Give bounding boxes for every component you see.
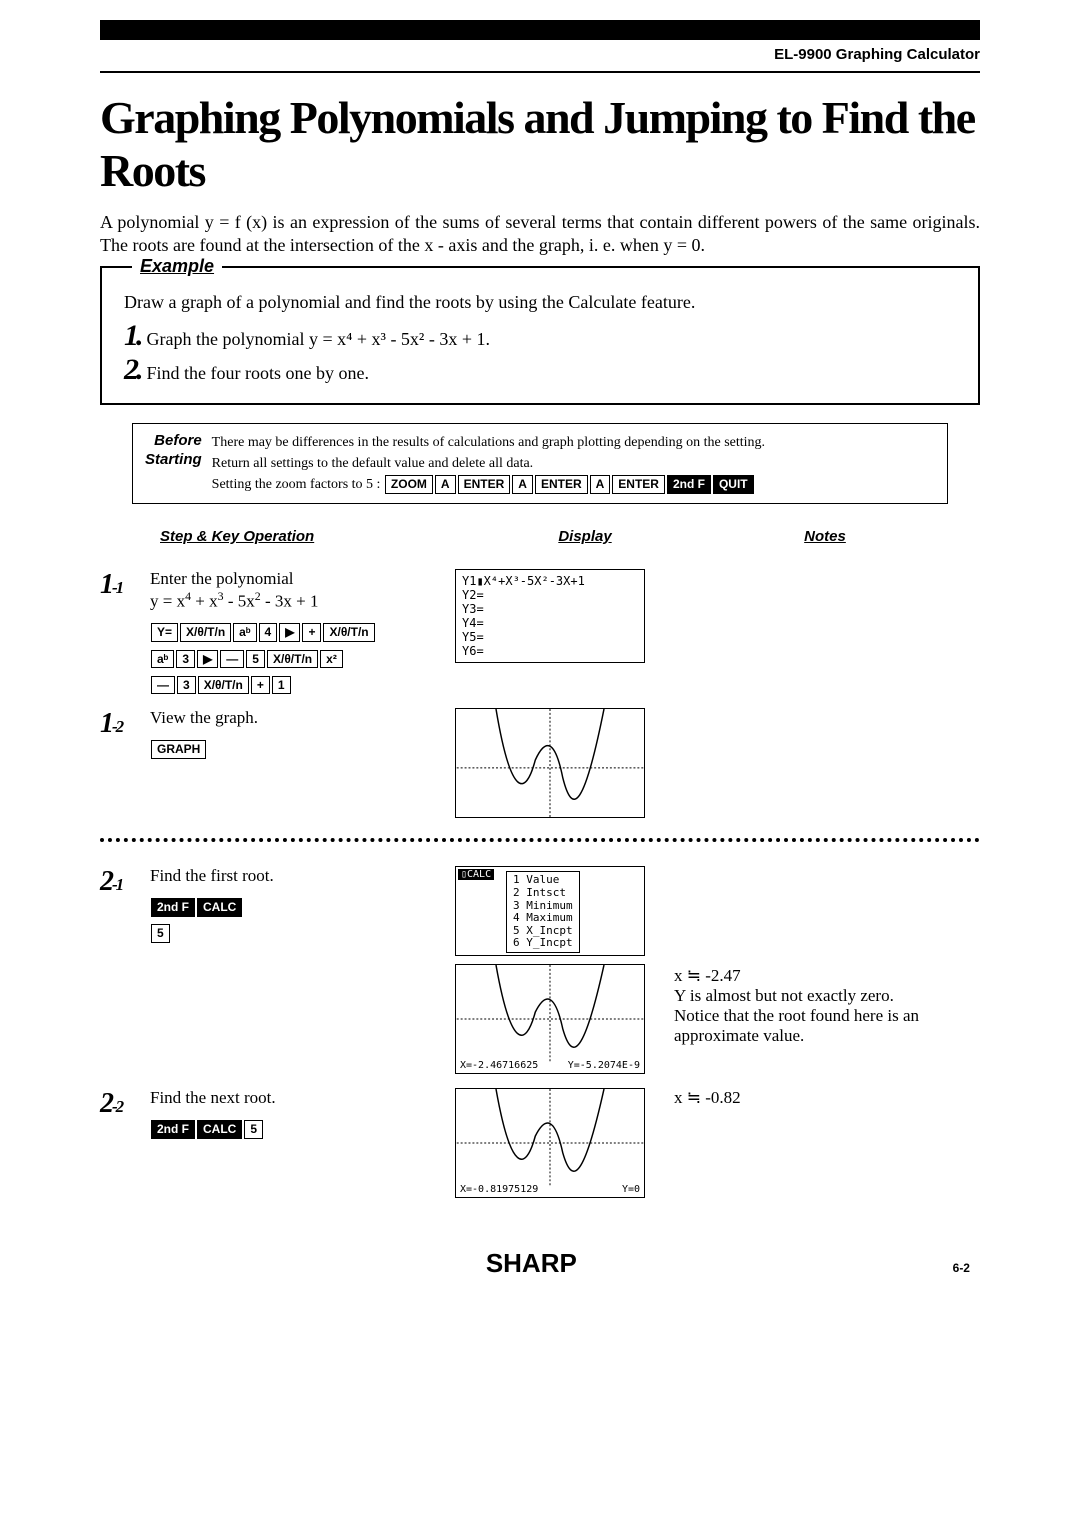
key: 2nd F xyxy=(667,475,711,493)
key: 1 xyxy=(272,676,291,694)
calc-graph-screen xyxy=(455,708,645,818)
key: — xyxy=(220,650,244,668)
calc-graph-screen: X=-0.81975129Y=0 xyxy=(455,1088,645,1198)
key: X/θ/T/n xyxy=(180,623,231,641)
key: ▶ xyxy=(279,623,300,641)
key: A xyxy=(590,475,611,493)
key: aᵇ xyxy=(151,650,174,668)
key: + xyxy=(251,676,270,694)
example-box: Example Draw a graph of a polynomial and… xyxy=(100,266,980,405)
key: — xyxy=(151,676,175,694)
calc-menu-screen: ▯CALC 1 Value2 Intsct3 Minimum4 Maximum5… xyxy=(455,866,645,956)
separator xyxy=(100,838,980,842)
key: aᵇ xyxy=(233,623,256,641)
example-text-2: Find the four roots one by one. xyxy=(147,363,369,384)
key: X/θ/T/n xyxy=(267,650,318,668)
key: 4 xyxy=(259,623,278,641)
key: A xyxy=(512,475,533,493)
key: ENTER xyxy=(535,475,588,493)
step-1-1: 1-1 Enter the polynomial y = x4 + x3 - 5… xyxy=(100,569,980,695)
col-op: Step & Key Operation xyxy=(160,528,470,545)
key: 2nd F xyxy=(151,898,195,916)
example-intro: Draw a graph of a polynomial and find th… xyxy=(124,292,956,313)
key: ENTER xyxy=(612,475,665,493)
before-label: BeforeStarting xyxy=(145,432,212,495)
footer: SHARP 6-2 xyxy=(100,1248,980,1279)
intro-text: A polynomial y = f (x) is an expression … xyxy=(100,211,980,258)
key: X/θ/T/n xyxy=(323,623,374,641)
step-2-1: 2-1 Find the first root. 2nd FCALC 5 ▯CA… xyxy=(100,866,980,1074)
example-step-2: 2. Find the four roots one by one. xyxy=(124,353,956,387)
key: 3 xyxy=(177,676,196,694)
calc-graph-screen: X=-2.46716625Y=-5.2074E-9 xyxy=(455,964,645,1074)
key: CALC xyxy=(197,898,242,916)
key: + xyxy=(302,623,321,641)
key: 5 xyxy=(244,1120,263,1138)
step-1-2: 1-2 View the graph. GRAPH xyxy=(100,708,980,818)
sharp-logo: SHARP xyxy=(486,1248,577,1279)
before-text: There may be differences in the results … xyxy=(212,432,765,495)
key: 2nd F xyxy=(151,1120,195,1138)
before-box: BeforeStarting There may be differences … xyxy=(132,423,948,504)
display-col: Y1▮X⁴+X³-5X²-3X+1Y2=Y3=Y4=Y5=Y6= xyxy=(440,569,660,695)
key: QUIT xyxy=(713,475,754,493)
header-product: EL-9900 Graphing Calculator xyxy=(100,46,980,71)
key: GRAPH xyxy=(151,740,206,758)
page-number: 6-2 xyxy=(953,1261,970,1275)
example-label: Example xyxy=(132,256,222,277)
step-2-2: 2-2 Find the next root. 2nd FCALC5 X=-0.… xyxy=(100,1088,980,1198)
key: x² xyxy=(320,650,343,668)
key: 5 xyxy=(246,650,265,668)
operation-col: Enter the polynomial y = x4 + x3 - 5x2 -… xyxy=(150,569,440,695)
page-title: Graphing Polynomials and Jumping to Find… xyxy=(100,91,980,197)
key: ▶ xyxy=(197,650,218,668)
key: Y= xyxy=(151,623,178,641)
key: 3 xyxy=(176,650,195,668)
example-step-1: 1. Graph the polynomial y = x⁴ + x³ - 5x… xyxy=(124,319,956,353)
key: ENTER xyxy=(458,475,511,493)
key: 5 xyxy=(151,924,170,942)
col-disp: Display xyxy=(470,528,700,545)
key: X/θ/T/n xyxy=(198,676,249,694)
key: CALC xyxy=(197,1120,242,1138)
col-notes: Notes xyxy=(700,528,950,545)
calc-screen: Y1▮X⁴+X³-5X²-3X+1Y2=Y3=Y4=Y5=Y6= xyxy=(455,569,645,663)
key: ZOOM xyxy=(385,475,433,493)
example-num-1: 1. xyxy=(124,319,141,353)
example-num-2: 2. xyxy=(124,353,141,387)
key: A xyxy=(435,475,456,493)
notes-col xyxy=(660,569,980,695)
column-headers: Step & Key Operation Display Notes xyxy=(160,528,950,545)
step-num: 1-1 xyxy=(100,569,150,695)
example-text-1: Graph the polynomial y = x⁴ + x³ - 5x² -… xyxy=(147,329,490,350)
